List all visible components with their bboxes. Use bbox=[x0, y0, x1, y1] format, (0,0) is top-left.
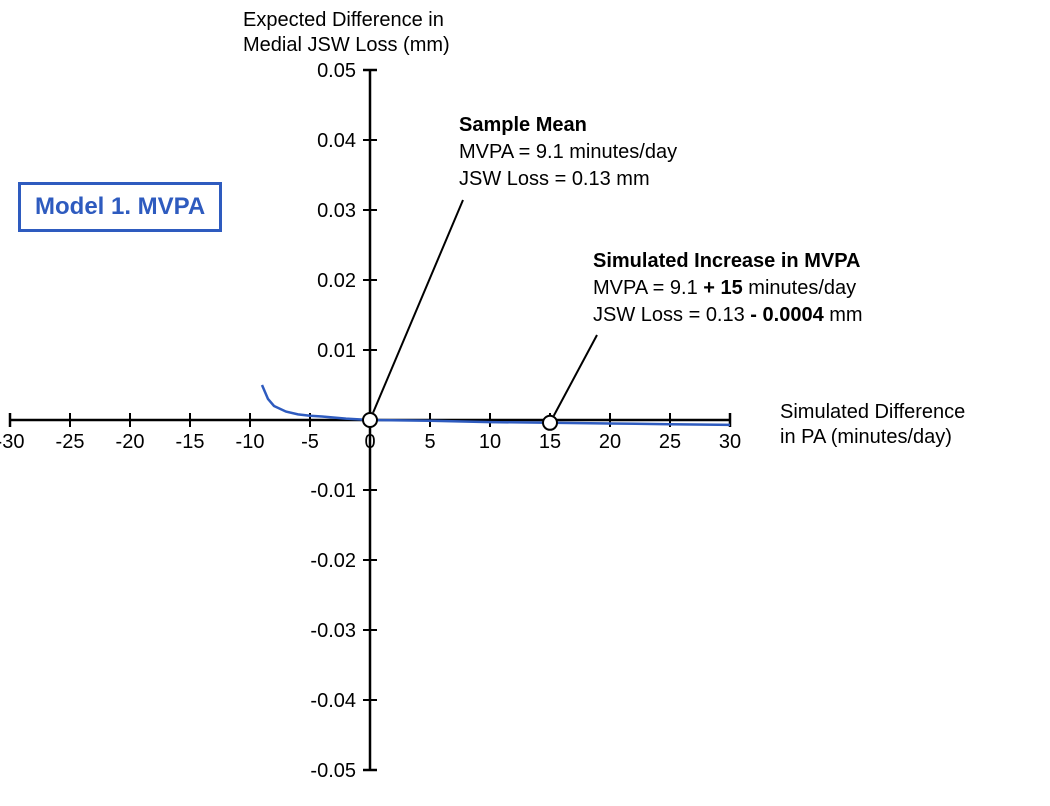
y-tick-label: -0.01 bbox=[310, 480, 356, 502]
annotation-sim-line1-a: MVPA = 9.1 bbox=[593, 277, 703, 299]
marker-sample-mean bbox=[363, 413, 377, 427]
y-tick-label: 0.02 bbox=[317, 270, 356, 292]
marker-sim-increase bbox=[543, 416, 557, 430]
y-tick-label: -0.02 bbox=[310, 550, 356, 572]
annotation-sim-line1-b: + 15 bbox=[703, 277, 742, 299]
y-axis-title: Expected Difference in Medial JSW Loss (… bbox=[243, 8, 450, 58]
annotation-sample-line1-value: 9.1 minutes/day bbox=[536, 141, 677, 163]
x-tick-label: 25 bbox=[659, 431, 681, 453]
x-axis-title-line1: Simulated Difference bbox=[780, 401, 965, 423]
annotation-sim-line1-c: minutes/day bbox=[743, 277, 856, 299]
annotation-sim-line2-a: JSW Loss = 0.13 bbox=[593, 304, 750, 326]
y-tick-label: -0.04 bbox=[310, 690, 356, 712]
annotation-sample-line2-prefix: JSW Loss = bbox=[459, 168, 572, 190]
y-axis-title-line2: Medial JSW Loss (mm) bbox=[243, 34, 450, 56]
x-tick-label: 20 bbox=[599, 431, 621, 453]
x-tick-label: -30 bbox=[0, 431, 24, 453]
x-axis-title: Simulated Difference in PA (minutes/day) bbox=[780, 400, 965, 450]
y-tick-label: 0.01 bbox=[317, 340, 356, 362]
annotation-sim-title: Simulated Increase in MVPA bbox=[593, 250, 861, 272]
x-tick-label: -25 bbox=[56, 431, 85, 453]
annotation-sim-line2-b: - 0.0004 bbox=[750, 304, 823, 326]
x-tick-label: 0 bbox=[364, 431, 375, 453]
y-tick-label: 0.05 bbox=[317, 60, 356, 82]
model-label-box: Model 1. MVPA bbox=[18, 182, 222, 232]
y-tick-label: -0.05 bbox=[310, 760, 356, 782]
y-tick-label: 0.03 bbox=[317, 200, 356, 222]
x-tick-label: -15 bbox=[176, 431, 205, 453]
x-tick-label: -10 bbox=[236, 431, 265, 453]
y-tick-label: 0.04 bbox=[317, 130, 356, 152]
y-axis-title-line1: Expected Difference in bbox=[243, 9, 444, 31]
x-tick-label: 5 bbox=[424, 431, 435, 453]
x-axis-title-line2: in PA (minutes/day) bbox=[780, 426, 952, 448]
annotation-sample-mean: Sample Mean MVPA = 9.1 minutes/day JSW L… bbox=[459, 112, 677, 193]
annotation-sim-increase: Simulated Increase in MVPA MVPA = 9.1 + … bbox=[593, 248, 863, 329]
x-tick-label: 15 bbox=[539, 431, 561, 453]
y-tick-label: -0.03 bbox=[310, 620, 356, 642]
x-tick-label: -5 bbox=[301, 431, 319, 453]
annotation-sample-line2-value: 0.13 mm bbox=[572, 168, 650, 190]
x-tick-label: 10 bbox=[479, 431, 501, 453]
chart-stage: Expected Difference in Medial JSW Loss (… bbox=[0, 0, 1050, 806]
x-tick-label: 30 bbox=[719, 431, 741, 453]
x-tick-label: -20 bbox=[116, 431, 145, 453]
model-label-text: Model 1. MVPA bbox=[35, 193, 205, 220]
annotation-sample-title: Sample Mean bbox=[459, 114, 587, 136]
annotation-sample-line1-prefix: MVPA = bbox=[459, 141, 536, 163]
annotation-sim-line2-c: mm bbox=[824, 304, 863, 326]
